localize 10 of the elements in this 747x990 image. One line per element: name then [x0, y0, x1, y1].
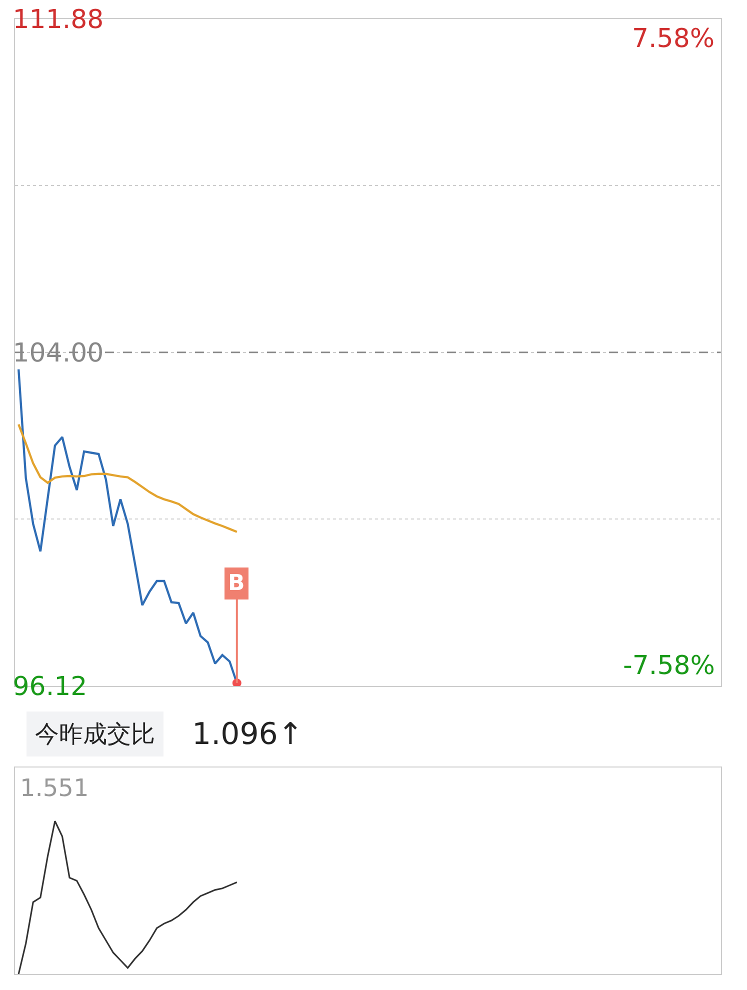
- annotation: -7.58%: [623, 651, 715, 681]
- y-tick-label: 111.88: [12, 4, 104, 35]
- line-series: [17, 423, 238, 533]
- text: 1.551: [20, 774, 89, 802]
- annotation: B: [228, 571, 245, 596]
- chart-title: 今昨成交比: [35, 720, 155, 748]
- y-tick-label: 104.00: [12, 338, 104, 368]
- annotation: 7.58%: [632, 24, 715, 54]
- text: 1.096↑: [192, 717, 304, 752]
- y-tick-label: 96.12: [12, 672, 88, 702]
